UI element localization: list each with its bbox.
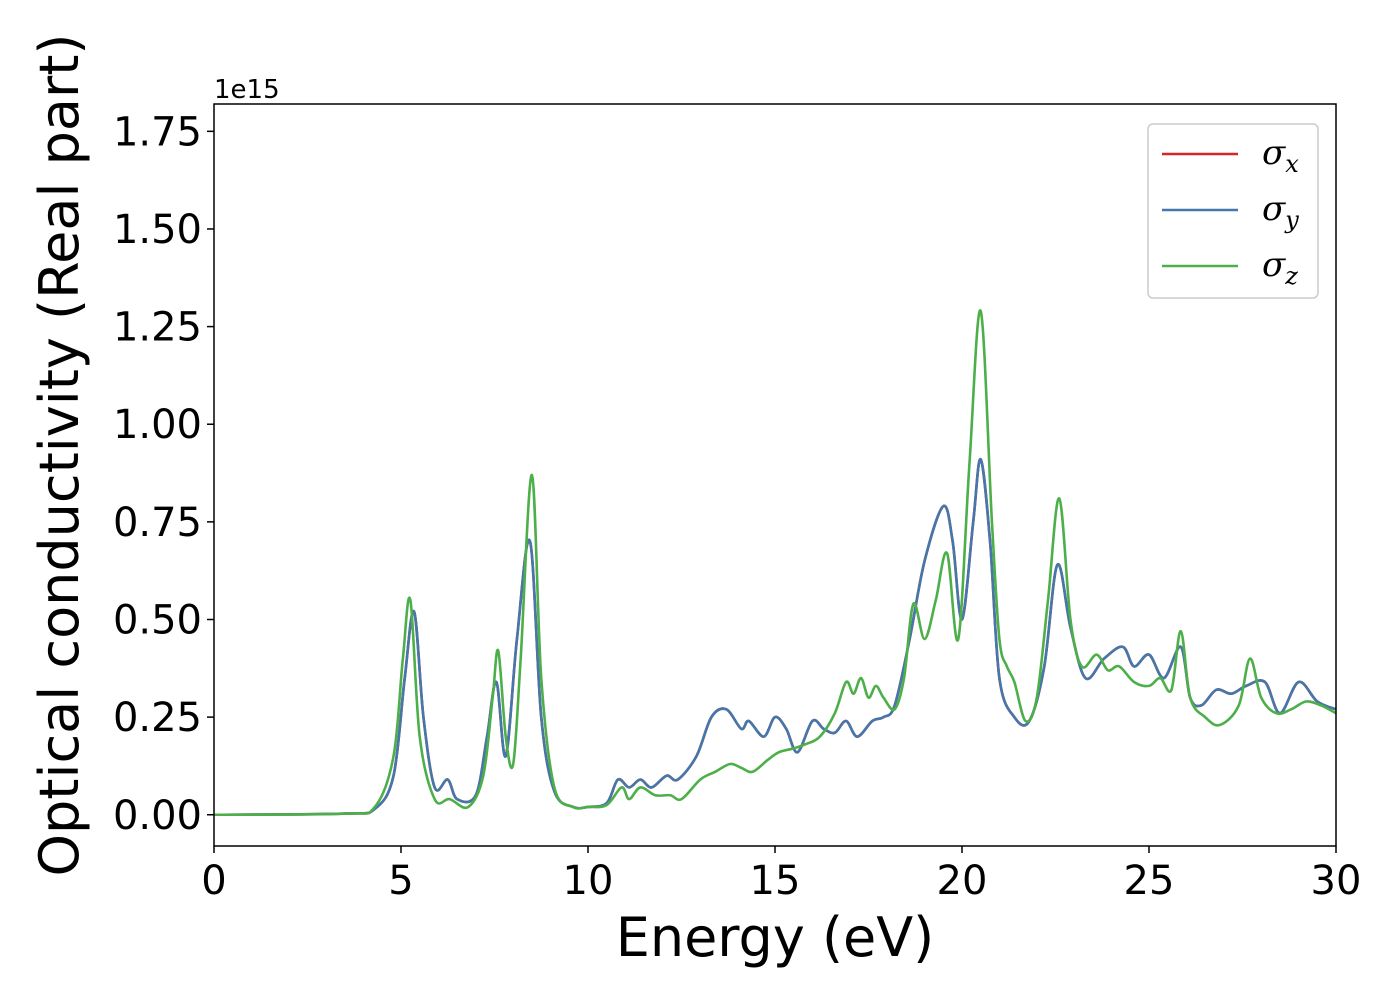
legend-subscript: z [1284, 262, 1298, 290]
y-axis-label: Optical conductivity (Real part) [28, 34, 91, 877]
x-axis-ticks: 0 5 10 15 20 25 30 [201, 846, 1361, 904]
legend-label-sigma-z: σz [1262, 245, 1298, 290]
series-layer [214, 309, 1336, 817]
y-tick-label: 1.50 [113, 207, 202, 253]
y-axis-ticks: 0.00 0.25 0.50 0.75 1.00 1.25 1.50 1.75 [113, 109, 214, 839]
legend-symbol: σ [1262, 245, 1286, 285]
legend-subscript: x [1285, 150, 1299, 178]
series-line-sigma-x [214, 458, 1336, 817]
series-line-sigma-z [214, 309, 1336, 817]
y-tick-label: 0.25 [113, 695, 202, 741]
y-tick-label: 0.00 [113, 793, 202, 839]
y-tick-label: 0.50 [113, 597, 202, 643]
legend-symbol: σ [1262, 189, 1286, 229]
x-tick-label: 5 [388, 858, 413, 904]
legend-label-sigma-x: σx [1262, 133, 1299, 178]
x-tick-label: 0 [201, 858, 226, 904]
x-tick-label: 20 [937, 858, 988, 904]
legend-subscript: y [1284, 206, 1299, 234]
y-tick-label: 1.00 [113, 402, 202, 448]
y-offset-label: 1e15 [214, 75, 280, 105]
x-tick-label: 15 [750, 858, 801, 904]
x-tick-label: 25 [1124, 858, 1175, 904]
x-tick-label: 10 [563, 858, 614, 904]
y-tick-label: 1.75 [113, 109, 202, 155]
series-line-sigma-y [214, 458, 1336, 817]
x-tick-label: 30 [1311, 858, 1362, 904]
x-axis-label: Energy (eV) [616, 906, 935, 969]
legend-symbol: σ [1262, 133, 1286, 173]
legend-label-sigma-y: σy [1262, 189, 1299, 234]
y-tick-label: 0.75 [113, 500, 202, 546]
y-tick-label: 1.25 [113, 305, 202, 351]
